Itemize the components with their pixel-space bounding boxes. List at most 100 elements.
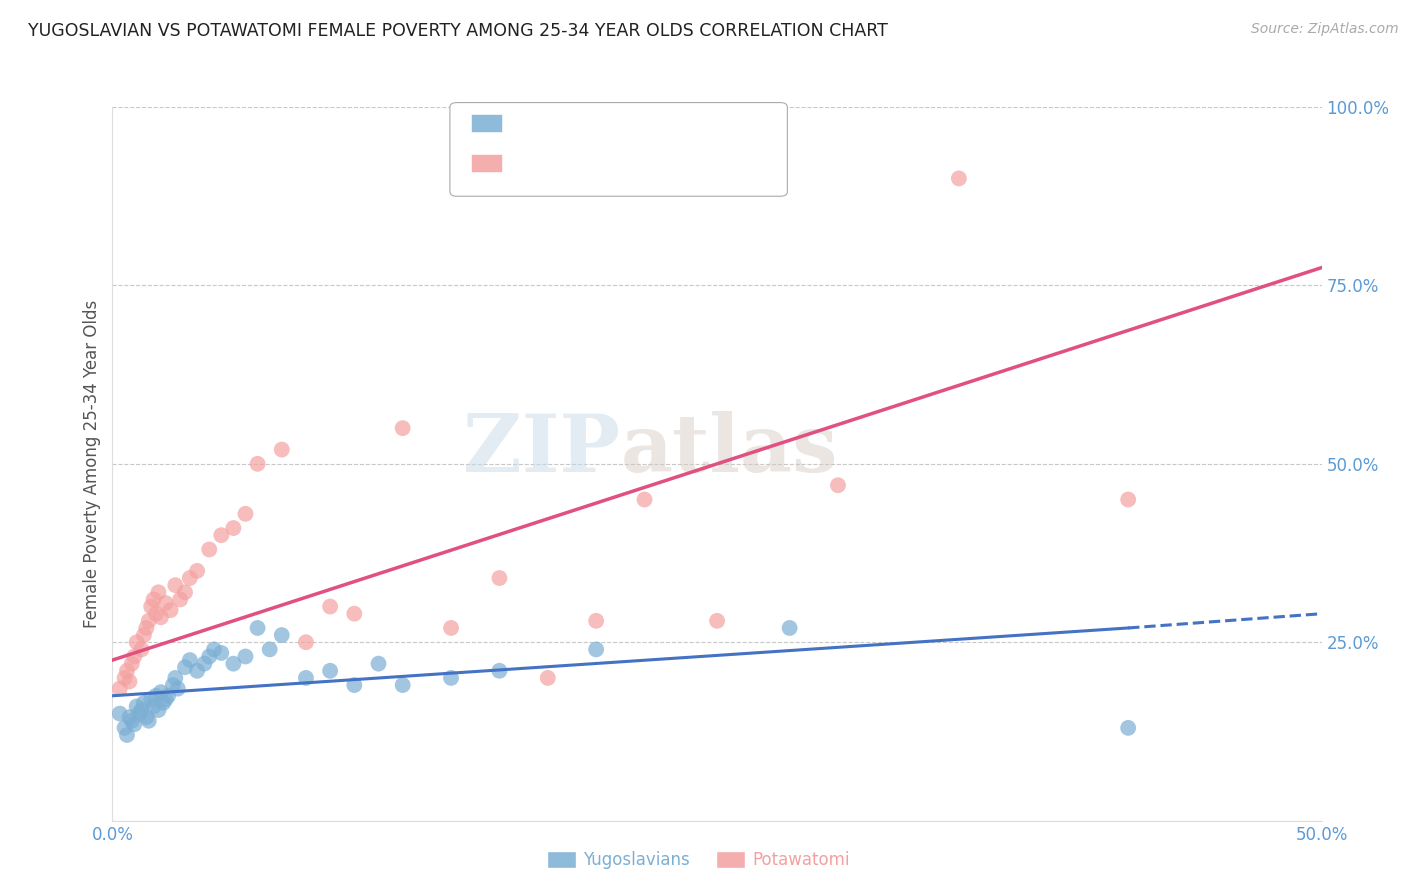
Point [488, 664, 510, 678]
Point [148, 703, 170, 717]
Point [121, 657, 143, 671]
Point [193, 657, 215, 671]
Point [319, 599, 342, 614]
Text: Yugoslavians: Yugoslavians [583, 851, 690, 869]
Point [142, 699, 165, 714]
Point [157, 689, 180, 703]
Point [391, 678, 413, 692]
Point [246, 457, 269, 471]
Point [122, 717, 145, 731]
Point [169, 592, 191, 607]
Point [246, 621, 269, 635]
Point [135, 710, 157, 724]
Point [125, 699, 148, 714]
Point [128, 706, 150, 721]
Point [149, 610, 172, 624]
Point [125, 635, 148, 649]
Point [148, 585, 170, 599]
Point [138, 614, 160, 628]
Point [121, 714, 143, 728]
Point [319, 664, 342, 678]
Point [343, 607, 366, 621]
Point [259, 642, 281, 657]
Point [152, 696, 174, 710]
Point [179, 571, 201, 585]
Text: N =: N = [633, 154, 669, 172]
Point [166, 681, 188, 696]
Point [114, 671, 136, 685]
Text: Source: ZipAtlas.com: Source: ZipAtlas.com [1251, 22, 1399, 37]
Point [1116, 492, 1139, 507]
Text: N =: N = [633, 114, 669, 132]
Point [135, 621, 157, 635]
Text: YUGOSLAVIAN VS POTAWATOMI FEMALE POVERTY AMONG 25-34 YEAR OLDS CORRELATION CHART: YUGOSLAVIAN VS POTAWATOMI FEMALE POVERTY… [28, 22, 889, 40]
Point [149, 685, 172, 699]
Point [209, 528, 232, 542]
Text: Potawatomi: Potawatomi [752, 851, 849, 869]
Point [198, 542, 221, 557]
Y-axis label: Female Poverty Among 25-34 Year Olds: Female Poverty Among 25-34 Year Olds [83, 300, 101, 628]
Point [118, 710, 141, 724]
Text: 42: 42 [679, 154, 703, 172]
Point [132, 696, 155, 710]
Point [115, 728, 138, 742]
Point [488, 571, 510, 585]
Point [440, 621, 463, 635]
Point [141, 599, 163, 614]
Point [295, 635, 318, 649]
Point [585, 642, 607, 657]
Point [114, 721, 136, 735]
Point [270, 628, 292, 642]
Point [142, 592, 165, 607]
Point [174, 660, 197, 674]
Text: ZIP: ZIP [464, 410, 620, 489]
Point [115, 664, 138, 678]
Point [948, 171, 970, 186]
Point [122, 649, 145, 664]
Point [827, 478, 849, 492]
Point [222, 521, 245, 535]
Point [108, 681, 131, 696]
Text: 0.148: 0.148 [558, 114, 610, 132]
Point [155, 596, 177, 610]
Point [174, 585, 197, 599]
Point [198, 649, 221, 664]
Point [118, 674, 141, 689]
Point [779, 621, 801, 635]
Point [235, 507, 257, 521]
Point [145, 607, 167, 621]
Point [186, 564, 208, 578]
Point [145, 689, 167, 703]
Point [270, 442, 292, 457]
Point [391, 421, 413, 435]
Text: R =: R = [513, 154, 550, 172]
Point [165, 671, 187, 685]
Point [706, 614, 728, 628]
Point [131, 642, 153, 657]
Text: R =: R = [513, 114, 550, 132]
Point [585, 614, 607, 628]
Point [131, 703, 153, 717]
Point [186, 664, 208, 678]
Point [159, 603, 181, 617]
Point [537, 671, 560, 685]
Point [179, 653, 201, 667]
Point [1116, 721, 1139, 735]
Point [202, 642, 225, 657]
Point [138, 714, 160, 728]
Point [633, 492, 655, 507]
Point [141, 692, 163, 706]
Point [165, 578, 187, 592]
Text: atlas: atlas [620, 410, 838, 489]
Point [209, 646, 232, 660]
Point [367, 657, 389, 671]
Point [440, 671, 463, 685]
Point [235, 649, 257, 664]
Point [108, 706, 131, 721]
Point [295, 671, 318, 685]
Text: 45: 45 [679, 114, 702, 132]
Point [222, 657, 245, 671]
Point [162, 678, 184, 692]
Text: 0.567: 0.567 [558, 154, 610, 172]
Point [155, 692, 177, 706]
